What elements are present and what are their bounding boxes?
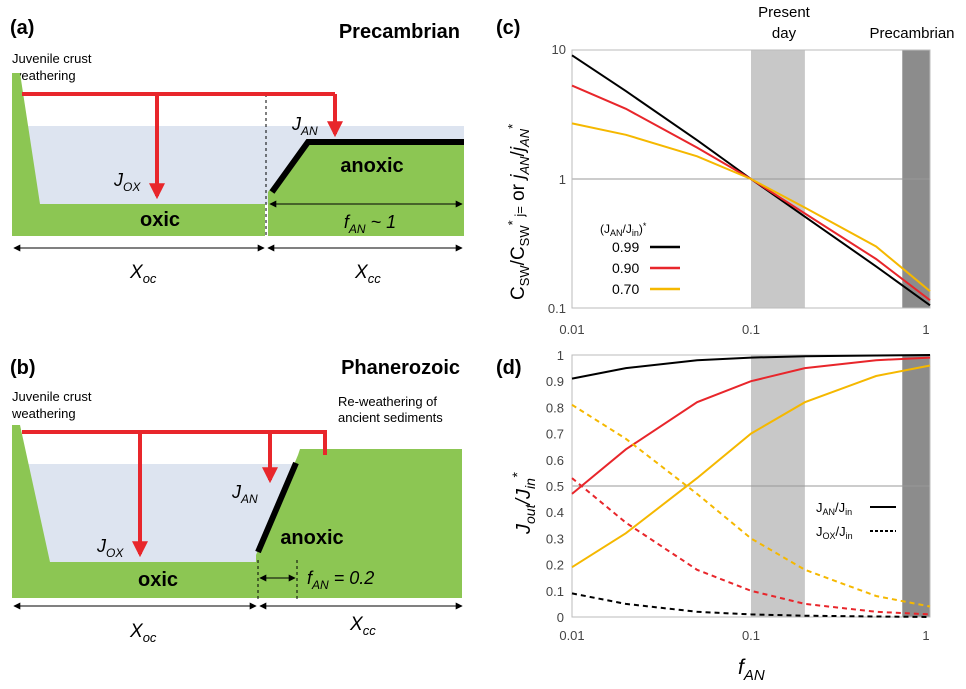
- panel-b-jox-label: JOX: [96, 536, 124, 560]
- panel-d-ytick: 0.3: [546, 531, 564, 546]
- panel-a-anoxic-label: anoxic: [340, 155, 403, 177]
- panel-d-series-line-1: [571, 356, 931, 495]
- panel-d-ytick: 1: [557, 348, 564, 363]
- panel-d-ytick: 0.6: [546, 453, 564, 468]
- precambrian-label: Precambrian: [869, 25, 954, 42]
- panel-d-ytick: 0.5: [546, 479, 564, 494]
- panel-b-letter: (b): [10, 357, 36, 379]
- panel-c-ytick: 0.1: [548, 301, 566, 316]
- panel-b-continental-shelf: [256, 449, 462, 598]
- panel-a-xcc-label: Xcc: [354, 262, 381, 286]
- present-day-line2: day: [772, 25, 797, 42]
- panel-a-weathering-line2: weathering: [11, 68, 76, 83]
- panel-d-letter: (d): [496, 357, 522, 379]
- panel-b-fan-label: fAN = 0.2: [307, 568, 374, 592]
- panel-d-legend-an: JAN/Jin: [816, 500, 852, 517]
- present-day-line1: Present: [758, 4, 811, 21]
- panel-d-ytick: 0.4: [546, 505, 564, 520]
- panel-d: (d) 1 0.9 0.8 0.7 0.6 0.5 0.4 0.3 0.2 0.1 0 0.01 0…: [496, 348, 931, 684]
- panel-d-xtick: 0.01: [559, 628, 584, 643]
- panel-d-ytick: 0.1: [546, 584, 564, 599]
- panel-a-jan-label: JAN: [291, 114, 318, 138]
- panel-d-xtick: 0.1: [742, 628, 760, 643]
- panel-b-reweathering-line1: Re-weathering of: [338, 394, 437, 409]
- panel-c-xtick: 1: [922, 322, 929, 337]
- legend-label-099: 0.99: [612, 239, 639, 255]
- panel-b-reweathering-line2: ancient sediments: [338, 410, 443, 425]
- panel-d-ytick: 0.8: [546, 400, 564, 415]
- panel-b-jan-label: JAN: [231, 482, 258, 506]
- panel-a-xoc-label: Xoc: [129, 262, 157, 286]
- panel-b-weathering-flux: [22, 430, 327, 455]
- panel-c-ylabel: CSW/CSW* j= or jAN/jAN*: [505, 124, 532, 300]
- panel-d-xtick: 1: [922, 628, 929, 643]
- panel-a-letter: (a): [10, 17, 34, 39]
- panel-c-ytick: 1: [559, 172, 566, 187]
- panel-a: (a) Precambrian Juvenile crust weatherin…: [10, 17, 464, 286]
- panel-d-series-line-3: [571, 592, 931, 618]
- panel-b-ocean: [20, 464, 302, 562]
- legend-label-070: 0.70: [612, 281, 639, 297]
- panel-a-jox-label: JOX: [113, 170, 141, 194]
- panel-b-oxic-label: oxic: [138, 569, 178, 591]
- panel-b-xcc-label: Xcc: [349, 614, 376, 638]
- panel-c-series-line-2: [571, 122, 931, 292]
- panel-c-frame: [571, 49, 931, 309]
- panel-c-letter: (c): [496, 17, 520, 39]
- panel-c-ytick: 10: [552, 42, 566, 57]
- panel-c-series: [571, 54, 931, 307]
- panel-d-ylabel: Jout/Jin*: [509, 472, 538, 535]
- panel-b-weathering-line2: weathering: [11, 406, 76, 421]
- panel-b-anoxic-label: anoxic: [280, 527, 343, 549]
- panel-d-ytick: 0: [557, 610, 564, 625]
- legend-label-090: 0.90: [612, 260, 639, 276]
- panel-d-xlabel: fAN: [738, 656, 765, 684]
- panel-d-series: [571, 354, 931, 618]
- panel-a-fan-label: fAN ~ 1: [344, 212, 396, 236]
- panel-d-yticks: 1 0.9 0.8 0.7 0.6 0.5 0.4 0.3 0.2 0.1 0: [546, 348, 564, 625]
- panel-c: (c) Present day Precambrian 10 1 0.1 0.0…: [496, 4, 955, 337]
- panel-d-legend-ox: JOX/Jin: [816, 524, 853, 541]
- panel-d-ytick: 0.2: [546, 558, 564, 573]
- panel-d-ytick: 0.9: [546, 374, 564, 389]
- panel-b-anoxic-boundary: [255, 461, 299, 554]
- panel-a-weathering-line1: Juvenile crust: [12, 51, 92, 66]
- panel-c-xtick: 0.1: [742, 322, 760, 337]
- panel-b-oceanic-crust: [12, 425, 260, 598]
- panel-a-continental-shelf: [268, 140, 464, 236]
- panel-d-series-line-0: [571, 354, 931, 380]
- panel-a-anoxic-boundary: [269, 139, 464, 194]
- panel-b: (b) Phanerozoic Juvenile crust weatherin…: [10, 357, 463, 645]
- panel-a-era: Precambrian: [339, 21, 460, 43]
- panel-c-xtick: 0.01: [559, 322, 584, 337]
- panel-b-xoc-label: Xoc: [129, 621, 157, 645]
- panel-d-series-line-2: [571, 364, 931, 569]
- panel-b-era: Phanerozoic: [341, 357, 460, 379]
- panel-d-series-line-5: [571, 403, 931, 608]
- panel-a-oxic-label: oxic: [140, 209, 180, 231]
- panel-b-weathering-line1: Juvenile crust: [12, 389, 92, 404]
- panel-d-ytick: 0.7: [546, 427, 564, 442]
- panel-a-oceanic-crust: [12, 73, 265, 236]
- panel-d-frame: [571, 354, 931, 618]
- panel-c-legend-title: (JAN/Jin)*: [600, 221, 647, 238]
